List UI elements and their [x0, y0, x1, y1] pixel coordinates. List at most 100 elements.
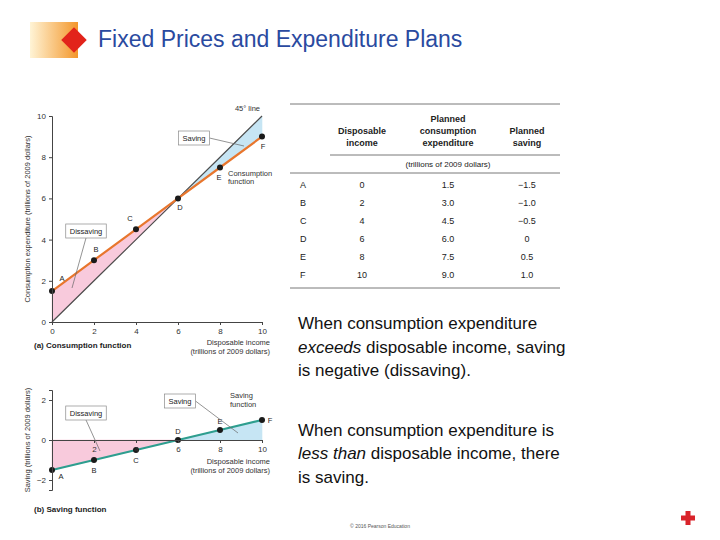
annotation-text: Dissaving — [70, 227, 103, 236]
table-cell: 10 — [357, 270, 367, 280]
axis-line — [49, 117, 53, 323]
leader-line — [72, 238, 86, 288]
data-point — [133, 226, 139, 232]
table-rule — [290, 104, 560, 105]
y-axis-title: Consumption expenditure (trillions of 20… — [23, 135, 32, 303]
text-line: income — [346, 138, 378, 148]
annotation-text: Dissaving — [70, 409, 103, 418]
tick-mark — [49, 116, 52, 117]
table-cell: −1.0 — [518, 198, 536, 208]
header-diamond — [61, 27, 86, 52]
tick-label: 0 — [42, 318, 47, 327]
text-line: Planned — [509, 126, 544, 136]
tick-label: 4 — [134, 327, 139, 336]
x-axis: 2 4 6 8 10 — [53, 440, 268, 454]
tick: 10 — [258, 440, 267, 454]
tick-mark — [262, 322, 263, 325]
series-line — [52, 116, 262, 322]
leader-line — [195, 401, 238, 433]
series-label: Consumptionfunction — [228, 169, 272, 187]
text-line: function — [228, 177, 254, 186]
tick-label: 10 — [37, 112, 46, 121]
tick-mark — [220, 440, 221, 443]
text-run: less than — [298, 444, 366, 463]
table-cell: 6 — [359, 234, 364, 244]
tick: 2 — [42, 396, 52, 405]
tick-label: 8 — [218, 327, 223, 336]
point-label: D — [177, 203, 183, 212]
annotation: Saving — [165, 394, 238, 433]
axis-line — [53, 441, 263, 444]
table-cell: 8 — [359, 252, 364, 262]
dissaving-region — [94, 440, 136, 460]
tick-mark — [49, 400, 52, 401]
tick-mark — [49, 281, 52, 282]
tick-label: 10 — [258, 327, 267, 336]
tick-label: 4 — [134, 445, 139, 454]
notes: When consumption expenditure exceeds dis… — [298, 312, 572, 525]
chart: 02468100246810ABCDEF45° lineConsumptionf… — [23, 104, 272, 356]
point-label: A — [59, 274, 64, 283]
tick: 2 — [92, 440, 97, 454]
tick-mark — [178, 440, 179, 443]
series-label: Savingfunction — [230, 391, 256, 409]
annotation: Dissaving — [66, 406, 107, 451]
data-point — [91, 457, 97, 463]
column-header: Plannedconsumptionexpenditure — [420, 114, 477, 148]
tick-mark — [49, 322, 52, 323]
y-axis: 0 2 4 6 8 10 — [37, 112, 52, 327]
tick-label: 0 — [42, 436, 47, 445]
point-label: B — [93, 245, 98, 254]
tick-label: 2 — [92, 445, 97, 454]
table-cell: 1.0 — [521, 270, 534, 280]
chart-caption: (a) Consumption function — [34, 341, 131, 350]
tick-label: 2 — [42, 396, 47, 405]
paragraph: When consumption expenditure exceeds dis… — [298, 312, 572, 383]
data-point — [217, 427, 223, 433]
tick-label: 8 — [218, 445, 223, 454]
annotation-box — [66, 224, 107, 238]
table-cell: C — [300, 216, 307, 226]
text-run: When consumption expenditure is — [298, 421, 554, 440]
data-point — [259, 134, 265, 140]
text-run: When consumption expenditure — [298, 314, 537, 333]
annotation-text: Saving — [183, 134, 206, 143]
tick: 6 — [42, 194, 52, 203]
data-point — [259, 417, 265, 423]
table-cell: D — [300, 234, 307, 244]
tick: −2 — [37, 476, 52, 485]
table-cell: 0.5 — [521, 252, 534, 262]
annotation-box — [179, 131, 210, 145]
tick: 0 — [50, 322, 55, 336]
tick-label: 8 — [42, 153, 47, 162]
tick: 4 — [42, 236, 52, 245]
axis-line — [49, 391, 53, 491]
table-cell: 7.5 — [442, 252, 455, 262]
table-rule — [290, 173, 560, 174]
y-axis: −2 0 2 — [37, 391, 53, 491]
tick-label: 0 — [50, 327, 55, 336]
corner-icon — [681, 511, 695, 525]
series-line — [52, 137, 262, 292]
tick-label: 2 — [42, 277, 47, 286]
text-run: exceeds — [298, 338, 361, 357]
paragraph: When consumption expenditure is less tha… — [298, 419, 572, 490]
text-line: (trillions of 2009 dollars) — [190, 347, 270, 356]
tick-label: 6 — [176, 445, 181, 454]
leader-line — [209, 138, 244, 146]
tick-mark — [220, 322, 221, 325]
table-cell: 3.0 — [442, 198, 455, 208]
tick: 10 — [37, 112, 52, 121]
tick-mark — [49, 157, 52, 158]
saving-region — [220, 420, 262, 440]
annotation: Saving — [179, 131, 244, 146]
leader-line — [86, 420, 100, 451]
text-line: 45° line — [235, 104, 260, 113]
table-rule — [290, 288, 560, 289]
tick-mark — [262, 440, 263, 443]
tick-label: 2 — [92, 327, 97, 336]
text-line: Planned — [430, 114, 465, 124]
text-line: saving — [513, 138, 542, 148]
text-line: consumption — [420, 126, 477, 136]
table-cell: 4 — [359, 216, 364, 226]
